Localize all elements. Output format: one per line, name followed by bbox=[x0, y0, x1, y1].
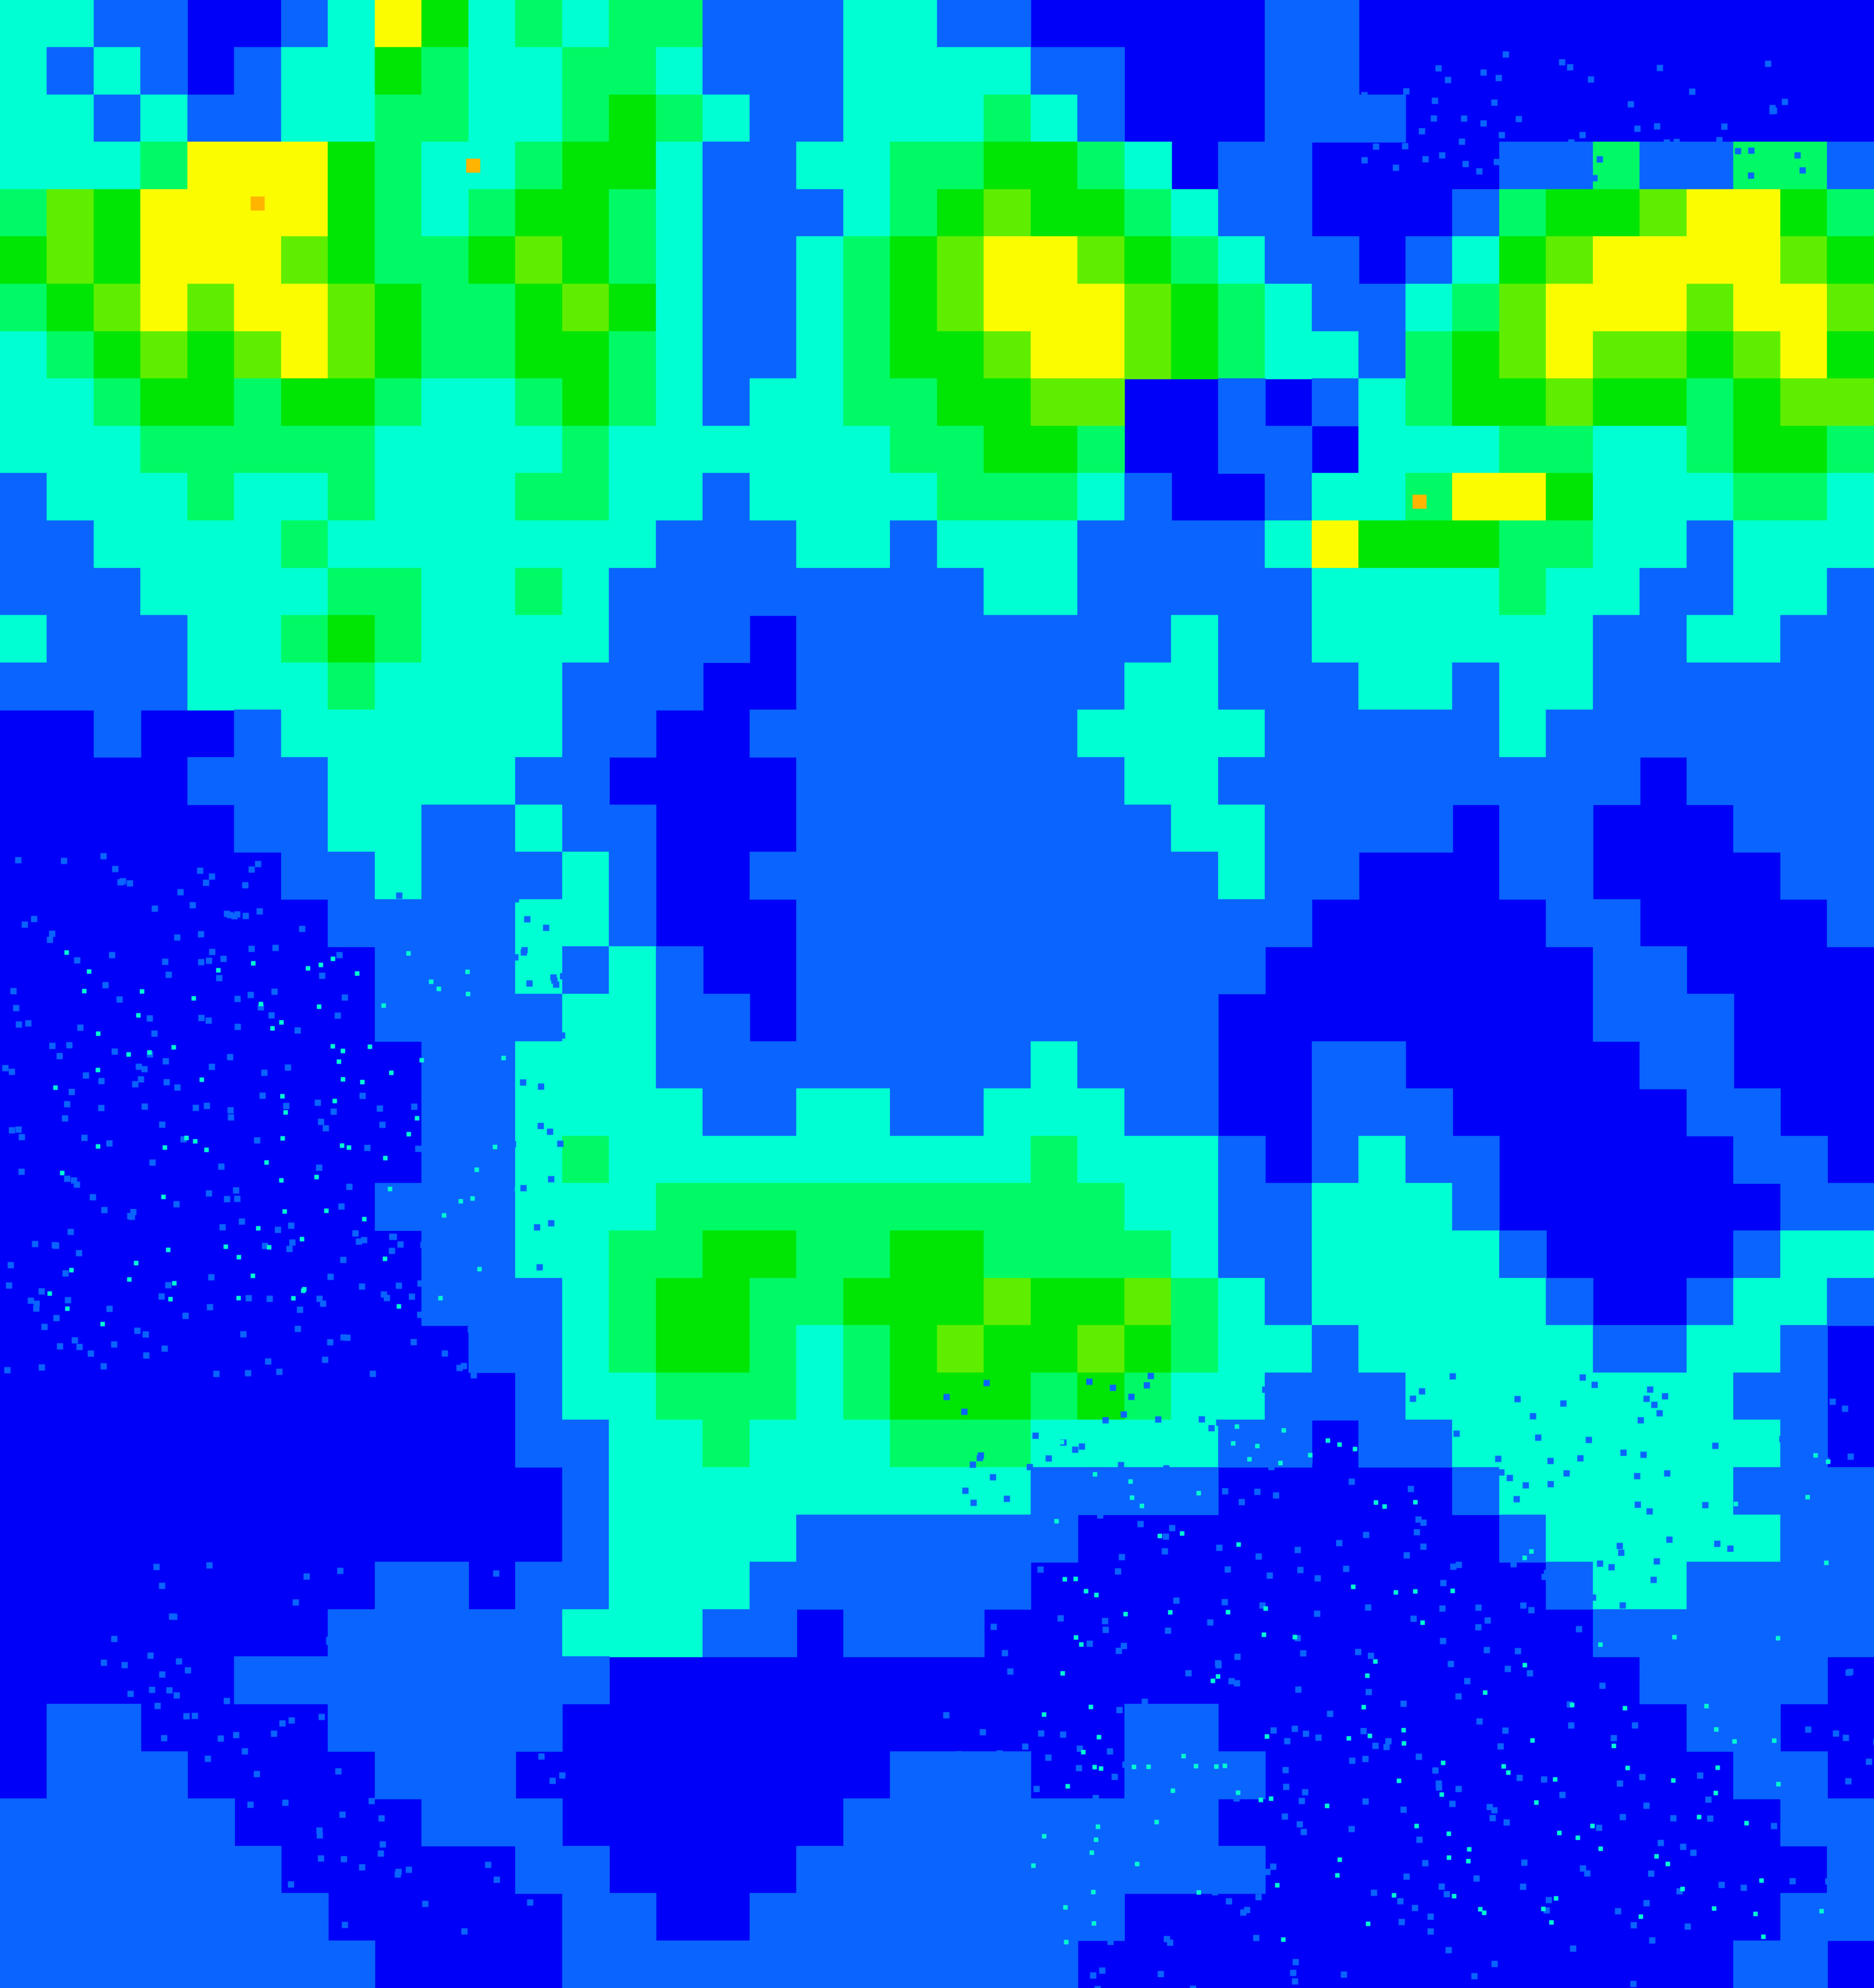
raster-field-canvas bbox=[0, 0, 1874, 1988]
false-color-weather-map bbox=[0, 0, 1874, 1988]
